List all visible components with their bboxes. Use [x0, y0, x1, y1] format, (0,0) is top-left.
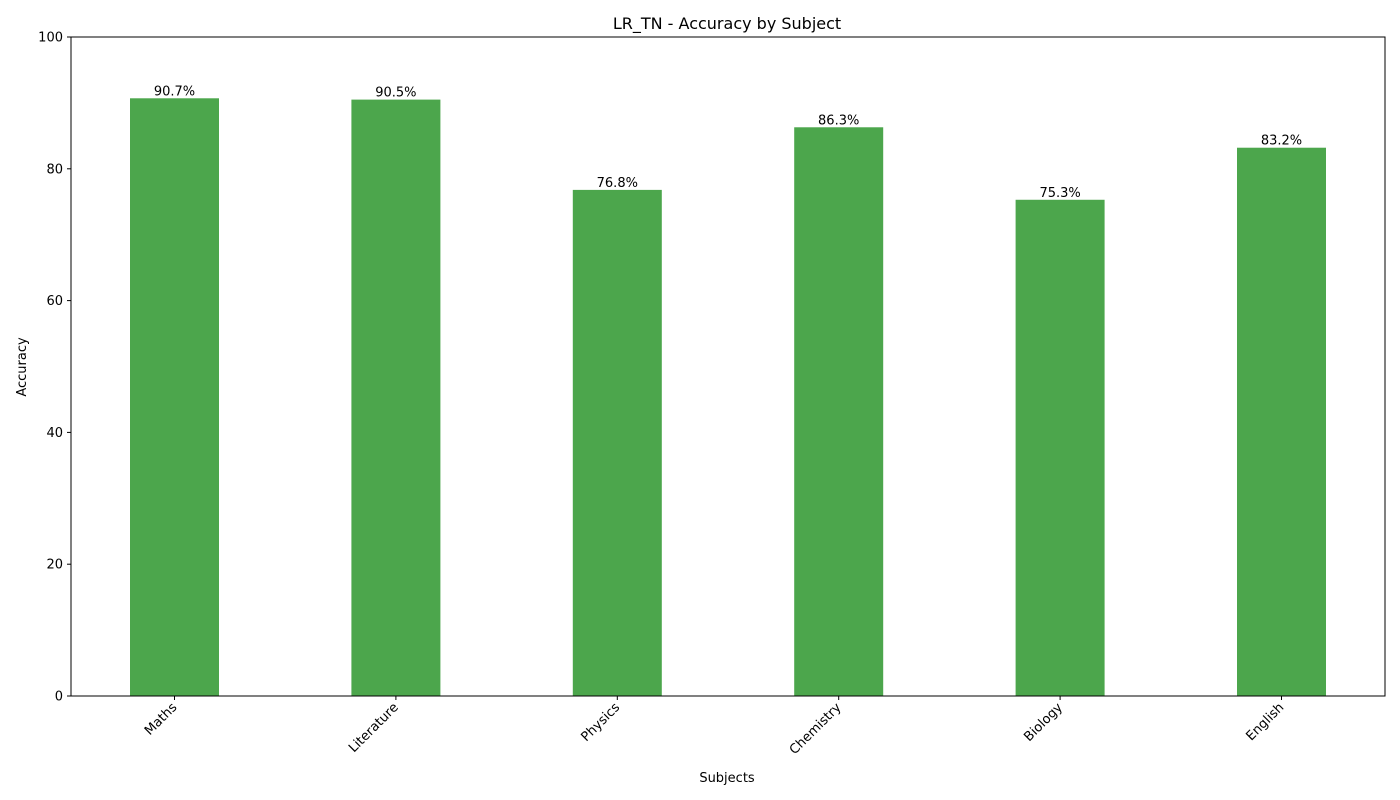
- bar-literature: [351, 99, 441, 697]
- bar-english: [1237, 147, 1326, 696]
- bar-biology: [1015, 199, 1105, 696]
- x-tick-label: Chemistry: [787, 700, 845, 758]
- bar-chemistry: [794, 127, 884, 696]
- bar-maths: [130, 98, 219, 697]
- data-label-biology: 75.3%: [1039, 186, 1080, 201]
- y-tick-label: 80: [46, 162, 63, 177]
- chart-title: LR_TN - Accuracy by Subject: [613, 14, 841, 34]
- data-label-chemistry: 86.3%: [818, 113, 859, 128]
- x-tick-label: English: [1244, 700, 1288, 744]
- data-label-literature: 90.5%: [375, 86, 416, 101]
- y-tick-label: 40: [46, 426, 63, 441]
- y-axis-label: Accuracy: [15, 337, 30, 397]
- x-tick-label: Biology: [1021, 700, 1066, 745]
- y-tick-label: 60: [46, 294, 63, 309]
- bar-physics: [572, 189, 662, 696]
- x-tick-label: Literature: [346, 700, 402, 756]
- x-axis-label: Subjects: [699, 771, 755, 786]
- y-tick-label: 20: [46, 558, 63, 573]
- x-tick-label: Maths: [142, 700, 181, 739]
- plot-frame: [70, 36, 1386, 697]
- bars-layer: 90.7% 90.5% 76.8% 86.3% 75.3% 83.2%: [130, 84, 1326, 697]
- data-label-english: 83.2%: [1261, 134, 1302, 149]
- y-tick-label: 0: [55, 690, 63, 705]
- data-label-maths: 90.7%: [154, 84, 195, 99]
- y-tick-label: 100: [38, 31, 63, 46]
- x-tick-label: Physics: [579, 700, 624, 745]
- data-label-physics: 76.8%: [597, 176, 638, 191]
- axes-layer: 0 20 40 60 80 100 Maths Literature Physics Chemis…: [38, 31, 1386, 758]
